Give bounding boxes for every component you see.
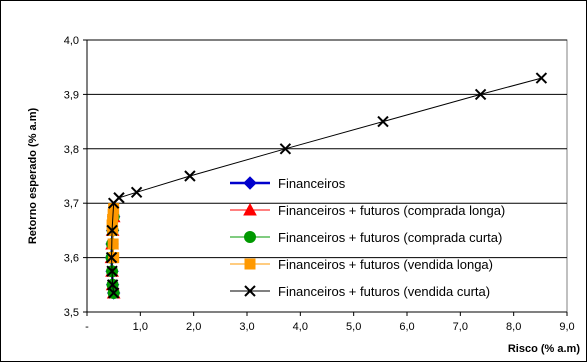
y-tick-label: 3,9 (64, 89, 79, 101)
legend-label: Financeiros (278, 176, 346, 191)
y-tick-label: 3,8 (64, 144, 79, 156)
x-tick-label: 1,0 (133, 321, 148, 333)
x-tick-label: 8,0 (506, 321, 521, 333)
square-marker (245, 259, 255, 269)
legend-label: Financeiros + futuros (vendida longa) (278, 257, 493, 272)
y-axis-title: Retorno esperado (% a.m) (27, 108, 39, 245)
y-tick-label: 3,7 (64, 198, 79, 210)
square-marker (108, 239, 118, 249)
x-tick-label: 9,0 (559, 321, 574, 333)
legend-label: Financeiros + futuros (vendida curta) (278, 284, 490, 299)
x-tick-label: 2,0 (186, 321, 201, 333)
legend-label: Financeiros + futuros (comprada longa) (278, 203, 505, 218)
y-tick-label: 4,0 (64, 35, 79, 47)
x-tick-label: 5,0 (346, 321, 361, 333)
circle-marker (245, 232, 256, 243)
legend-label: Financeiros + futuros (comprada curta) (278, 230, 502, 245)
x-tick-label: 6,0 (399, 321, 414, 333)
x-tick-label: - (85, 321, 89, 333)
x-tick-label: 3,0 (239, 321, 254, 333)
x-axis-title: Risco (% a.m) (508, 343, 580, 355)
x-tick-label: 4,0 (293, 321, 308, 333)
y-tick-label: 3,6 (64, 253, 79, 265)
x-tick-label: 7,0 (453, 321, 468, 333)
y-tick-label: 3,5 (64, 307, 79, 319)
